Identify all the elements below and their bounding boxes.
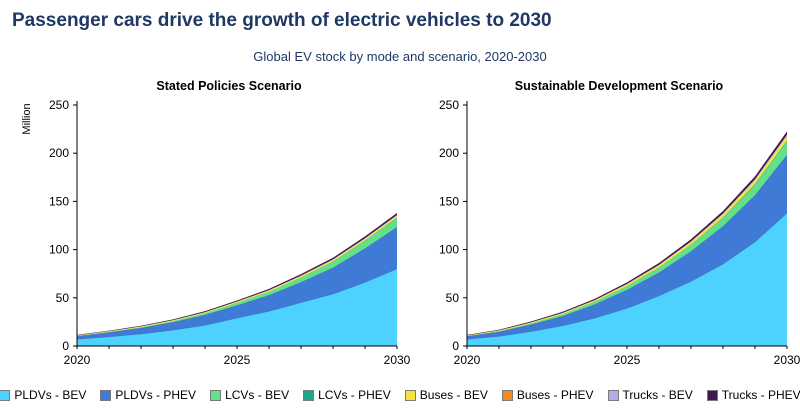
layer-boundary-line	[76, 268, 398, 340]
legend-swatch	[100, 389, 112, 401]
x-tick-label: 2025	[224, 353, 251, 367]
panel-title: Stated Policies Scenario	[156, 79, 302, 93]
legend-swatch	[404, 389, 416, 401]
chart-subtitle: Global EV stock by mode and scenario, 20…	[253, 49, 547, 64]
legend-swatch	[0, 389, 11, 401]
chart-svg-stated-policies: Stated Policies Scenario Million 0 50 100 150…	[21, 79, 410, 367]
legend-label: LCVs - BEV	[225, 388, 290, 402]
panel-title: Sustainable Development Scenario	[515, 79, 724, 93]
x-tick-label: 2030	[774, 353, 800, 367]
y-axis-label: Million	[21, 103, 33, 134]
y-tick-label: 50	[56, 291, 70, 305]
y-tick-label: 250	[49, 98, 69, 112]
legend-swatch	[210, 389, 222, 401]
legend-label: LCVs - PHEV	[318, 388, 391, 402]
legend: PLDVs - BEV PLDVs - PHEV LCVs - BEV LCVs - …	[0, 388, 800, 402]
x-tick-label: 2025	[614, 353, 641, 367]
y-tick-label: 200	[49, 146, 69, 160]
y-tick-label: 0	[452, 339, 459, 353]
area-pldvs-phev	[467, 155, 787, 340]
y-tick-label: 150	[439, 194, 459, 208]
legend-swatch	[607, 389, 619, 401]
chart-stated-policies: Stated Policies Scenario Million 0 50 100 150…	[10, 70, 410, 370]
chart-sustainable-development: Sustainable Development Scenario 0 50 100 15…	[400, 70, 800, 370]
y-tick-label: 0	[62, 339, 69, 353]
y-tick-label: 50	[446, 291, 460, 305]
legend-label: Trucks - PHEV	[721, 388, 800, 402]
legend-label: Buses - PHEV	[516, 388, 594, 402]
legend-item-trucks-bev: Trucks - BEV	[607, 388, 693, 402]
legend-item-buses-phev: Buses - PHEV	[501, 388, 594, 402]
legend-label: PLDVs - BEV	[14, 388, 87, 402]
layer-boundary-line	[76, 227, 398, 337]
legend-item-lcvs-phev: LCVs - PHEV	[303, 388, 391, 402]
x-tick-label: 2020	[454, 353, 481, 367]
page-title: Passenger cars drive the growth of elect…	[12, 10, 552, 31]
area-pldvs-bev	[467, 212, 787, 346]
legend-swatch	[303, 389, 315, 401]
y-tick-label: 100	[49, 243, 69, 257]
legend-item-pldvs-bev: PLDVs - BEV	[0, 388, 86, 402]
y-tick-label: 250	[439, 98, 459, 112]
y-tick-label: 100	[439, 243, 459, 257]
x-tick-label: 2020	[64, 353, 91, 367]
legend-label: Buses - BEV	[419, 388, 488, 402]
legend-label: Trucks - BEV	[622, 388, 693, 402]
layer-boundary-line	[466, 154, 788, 337]
legend-swatch	[706, 389, 718, 401]
chart-svg-sustainable-development: Sustainable Development Scenario 0 50 100 15…	[439, 79, 800, 367]
legend-item-pldvs-phev: PLDVs - PHEV	[100, 388, 196, 402]
legend-label: PLDVs - PHEV	[115, 388, 197, 402]
area-pldvs-phev	[77, 227, 397, 340]
y-tick-label: 200	[439, 146, 459, 160]
legend-item-buses-bev: Buses - BEV	[404, 388, 488, 402]
y-tick-label: 150	[49, 194, 69, 208]
area-pldvs-bev	[77, 268, 397, 346]
layer-boundary-line	[466, 212, 788, 340]
legend-item-trucks-phev: Trucks - PHEV	[706, 388, 800, 402]
legend-swatch	[501, 389, 513, 401]
legend-item-lcvs-bev: LCVs - BEV	[210, 388, 289, 402]
x-tick-label: 2030	[384, 353, 410, 367]
